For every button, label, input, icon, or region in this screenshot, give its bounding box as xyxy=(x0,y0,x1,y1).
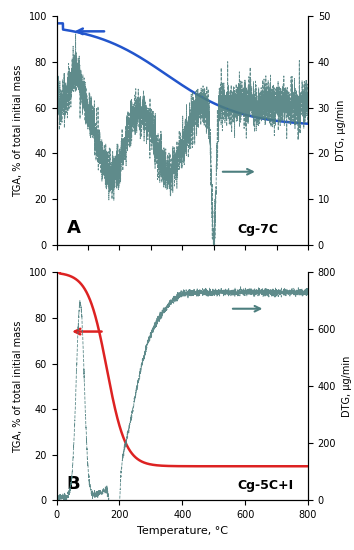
Y-axis label: TGA, % of total initial mass: TGA, % of total initial mass xyxy=(13,320,23,453)
Text: Cg-7C: Cg-7C xyxy=(238,223,279,236)
Y-axis label: DTG, μg/min: DTG, μg/min xyxy=(336,100,346,161)
Text: A: A xyxy=(67,219,81,238)
Text: Cg-5C+I: Cg-5C+I xyxy=(238,479,294,492)
Y-axis label: DTG, μg/min: DTG, μg/min xyxy=(342,356,352,417)
Y-axis label: TGA, % of total initial mass: TGA, % of total initial mass xyxy=(13,64,23,197)
Text: B: B xyxy=(67,475,80,493)
X-axis label: Temperature, °C: Temperature, °C xyxy=(137,526,228,536)
